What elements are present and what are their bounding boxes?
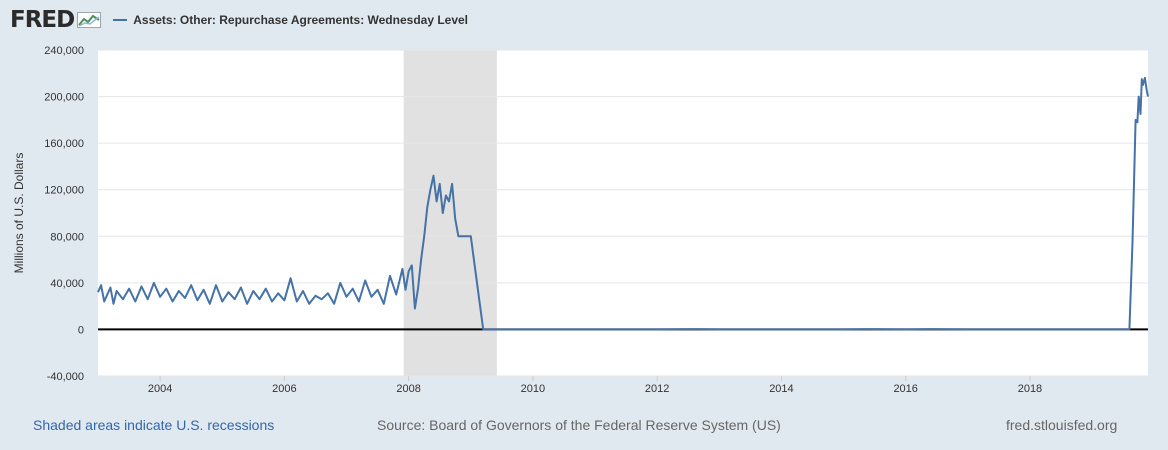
- recession-note-link[interactable]: Shaded areas indicate U.S. recessions: [33, 417, 275, 433]
- x-tick-label: 2010: [521, 383, 545, 395]
- fred-logo[interactable]: FRED: [10, 7, 102, 33]
- x-tick-label: 2008: [396, 383, 420, 395]
- y-tick-label: -40,000: [47, 371, 84, 383]
- x-tick-label: 2016: [893, 383, 917, 395]
- plot-area: [98, 50, 1148, 376]
- y-tick-label: 120,000: [44, 185, 84, 197]
- series-layer: [97, 76, 1149, 331]
- fred-site-link[interactable]: fred.stlouisfed.org: [1006, 417, 1118, 433]
- chart: -40,000 0 40,000 80,000 120,000 160,000 200,00…: [12, 45, 1149, 395]
- source-note: Source: Board of Governors of the Federa…: [377, 417, 781, 433]
- x-tick-label: 2012: [645, 383, 669, 395]
- chart-header: FRED Assets: Other: Repurchase Agreement…: [10, 6, 468, 34]
- x-tick-label: 2004: [148, 383, 172, 395]
- y-tick-label: 40,000: [50, 278, 84, 290]
- fred-graph-icon: [77, 12, 102, 28]
- x-tick-labels: 2004 2006 2008 2010 2012 2014 2016 2018: [148, 376, 1042, 395]
- y-tick-label: 80,000: [50, 231, 84, 243]
- y-tick-label: 200,000: [44, 92, 84, 104]
- y-tick-label: 0: [78, 324, 84, 336]
- fred-logo-text: FRED: [10, 7, 75, 33]
- chart-legend: Assets: Other: Repurchase Agreements: We…: [113, 13, 468, 27]
- x-tick-label: 2006: [272, 383, 296, 395]
- y-tick-labels: -40,000 0 40,000 80,000 120,000 160,000 200,00…: [44, 45, 84, 383]
- y-tick-label: 160,000: [44, 138, 84, 150]
- y-tick-label: 240,000: [44, 45, 84, 57]
- x-tick-label: 2014: [769, 383, 793, 395]
- y-axis-label: Millions of U.S. Dollars: [12, 153, 26, 274]
- series-line: [97, 76, 1149, 331]
- legend-swatch: [113, 19, 128, 21]
- legend-series-label: Assets: Other: Repurchase Agreements: We…: [133, 13, 469, 27]
- x-tick-label: 2018: [1018, 383, 1042, 395]
- gridlines-layer: [98, 49, 1148, 377]
